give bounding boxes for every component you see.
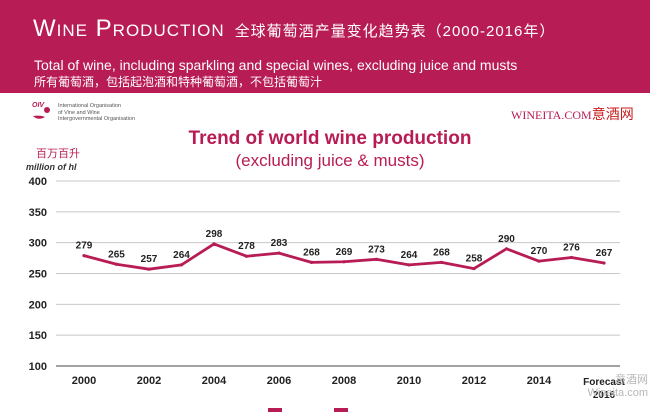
footer-fragment-2 <box>334 408 348 412</box>
oiv-logo: OIV International Organisation of Vine a… <box>30 102 140 124</box>
oiv-abbr: OIV <box>32 102 45 109</box>
subtitle-english: Total of wine, including sparkling and s… <box>34 57 518 73</box>
page-title: Wine Production 全球葡萄酒产量变化趋势表（2000-2016年） <box>33 15 555 43</box>
wineita-domain: WINEITA.COM <box>511 108 592 122</box>
data-label-2008: 269 <box>336 247 353 258</box>
y-tick-label: 150 <box>29 330 47 342</box>
data-point-2015 <box>569 255 574 260</box>
data-point-2000 <box>82 254 86 258</box>
x-tick-label: 2010 <box>397 375 421 387</box>
header-banner: Wine Production 全球葡萄酒产量变化趋势表（2000-2016年） … <box>0 0 650 93</box>
oiv-logo-icon <box>33 107 50 119</box>
bottom-watermark: 意酒网 Wineita.com <box>578 374 648 400</box>
data-label-2001: 265 <box>108 249 125 260</box>
title-chinese: 全球葡萄酒产量变化趋势表（2000-2016年） <box>234 23 556 40</box>
data-point-2001 <box>114 262 119 266</box>
x-tick-label: 2012 <box>462 375 486 387</box>
data-point-2002 <box>147 267 151 271</box>
chart-title: Trend of world wine production <box>188 128 472 149</box>
data-label-2011: 268 <box>433 247 450 258</box>
y-tick-label: 100 <box>29 361 47 373</box>
data-point-2012 <box>472 266 476 271</box>
data-point-2009 <box>374 257 379 261</box>
oiv-text: International Organisation of Vine and W… <box>58 103 135 123</box>
data-point-2013 <box>504 247 509 251</box>
bottom-watermark-en: Wineita.com <box>587 387 648 399</box>
y-tick-label: 400 <box>29 176 47 188</box>
data-label-2003: 264 <box>173 250 190 261</box>
data-label-2013: 290 <box>498 234 515 245</box>
data-point-2006 <box>277 251 281 255</box>
wineita-cn-name: 意酒网 <box>591 108 634 123</box>
data-label-2004: 298 <box>206 229 223 240</box>
data-label-2000: 279 <box>76 241 93 252</box>
data-label-2012: 258 <box>466 254 483 265</box>
y-tick-label: 350 <box>29 207 47 219</box>
forecast-label-line2: 2016 <box>593 390 616 401</box>
data-label-2010: 264 <box>401 250 418 261</box>
data-point-2004 <box>212 242 216 246</box>
data-point-2014 <box>537 259 541 263</box>
x-tick-label: 2002 <box>137 375 161 387</box>
data-label-2002: 257 <box>141 254 158 265</box>
x-tick-label: 2004 <box>202 375 227 387</box>
data-point-2008 <box>342 260 346 264</box>
bottom-watermark-cn: 意酒网 <box>615 374 648 386</box>
data-point-2011 <box>439 260 444 264</box>
data-point-2007 <box>309 260 314 264</box>
data-label-2007: 268 <box>303 247 320 258</box>
data-point-2005 <box>244 254 249 258</box>
oiv-line-2: of Vine and Wine <box>58 109 100 116</box>
chart-subtitle: (excluding juice & musts) <box>235 151 425 170</box>
data-label-2005: 278 <box>238 241 255 252</box>
data-label-2006: 283 <box>271 238 288 249</box>
unit-label-chinese: 百万百升 <box>36 148 80 160</box>
x-tick-label: 2014 <box>527 375 552 387</box>
forecast-label-line1: Forecast <box>583 377 625 388</box>
footer-fragment-1 <box>268 408 282 412</box>
data-point-2016 <box>602 261 606 265</box>
data-point-2010 <box>407 263 411 267</box>
subtitle-chinese: 所有葡萄酒，包括起泡酒和特种葡萄酒，不包括葡萄汁 <box>34 75 323 89</box>
data-label-2014: 270 <box>531 246 548 257</box>
y-tick-label: 200 <box>29 299 47 311</box>
oiv-line-1: International Organisation <box>58 103 121 109</box>
y-tick-label: 250 <box>29 269 47 281</box>
cut-off-footer <box>260 408 390 415</box>
data-label-2015: 276 <box>563 242 580 253</box>
y-tick-label: 300 <box>29 238 47 250</box>
data-point-2003 <box>179 263 184 267</box>
x-tick-label: 2000 <box>72 375 96 387</box>
title-english: Wine Production <box>33 15 225 42</box>
x-tick-label: 2006 <box>267 375 291 387</box>
y-axis-label: million of hl <box>26 162 77 172</box>
data-label-2009: 273 <box>368 244 385 255</box>
wineita-watermark: WINEITA.COM意酒网 <box>511 104 634 124</box>
data-label-2016: 267 <box>596 248 613 259</box>
x-tick-label: 2008 <box>332 375 356 387</box>
oiv-line-3: Intergovernmental Organisation <box>58 116 136 122</box>
